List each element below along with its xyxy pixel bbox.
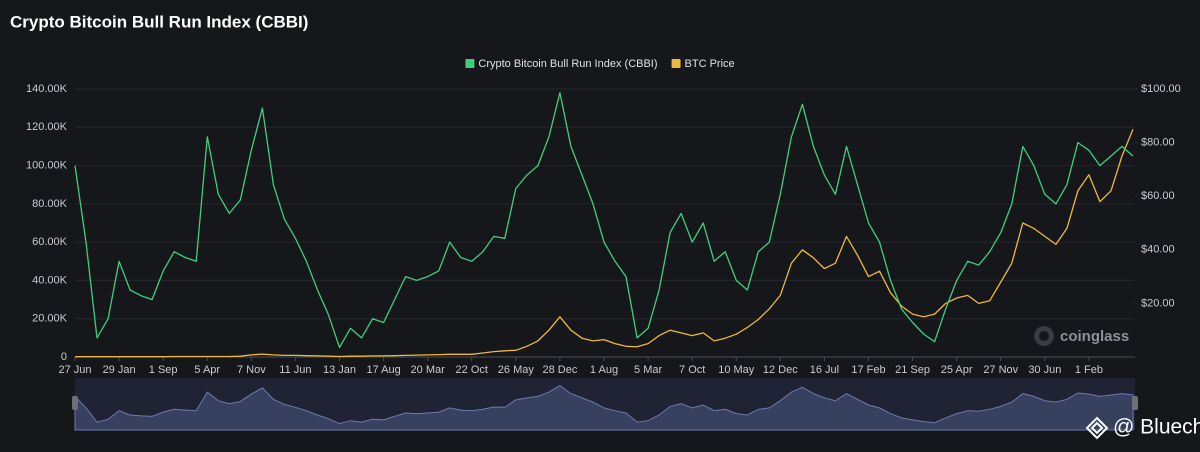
x-tick-label: 5 Mar [634, 364, 662, 376]
legend-swatch [465, 59, 475, 68]
y-tick-label: 120.00K [26, 121, 68, 133]
x-tick-label: 20 Mar [411, 364, 446, 376]
y-tick-label: 60.00K [32, 236, 68, 248]
x-tick-label: 13 Jan [323, 364, 356, 376]
x-tick-label: 1 Sep [149, 364, 178, 376]
y2-tick-label: $80.00 [1141, 137, 1175, 149]
y-tick-label: 40.00K [32, 274, 68, 286]
legend-item[interactable]: BTC Price [671, 58, 735, 70]
x-tick-label: 17 Aug [366, 364, 400, 376]
legend-swatch [671, 59, 681, 68]
y-tick-label: 100.00K [26, 159, 68, 171]
x-tick-label: 12 Dec [763, 364, 798, 376]
y-tick-label: 20.00K [32, 313, 68, 325]
navigator-handle[interactable] [72, 396, 78, 410]
y2-tick-label: $100.00 [1141, 83, 1181, 95]
x-tick-label: 1 Aug [590, 364, 618, 376]
y2-tick-label: $40.00 [1141, 244, 1175, 256]
x-tick-label: 29 Jan [103, 364, 136, 376]
y-tick-label: 0 [61, 351, 67, 363]
series-line [75, 128, 1134, 358]
x-tick-label: 25 Apr [941, 364, 973, 376]
x-tick-label: 7 Oct [679, 364, 705, 376]
x-tick-label: 27 Nov [983, 364, 1018, 376]
x-tick-label: 10 May [718, 364, 755, 376]
navigator-area [74, 385, 1134, 431]
legend-label: Crypto Bitcoin Bull Run Index (CBBI) [478, 58, 657, 70]
x-tick-label: 7 Nov [237, 364, 266, 376]
plot-area: 0 20.00K 40.00K 60.00K 80.00K 100.00K 120.00K 1… [26, 83, 1181, 376]
legend-label: BTC Price [685, 58, 735, 70]
x-tick-label: 17 Feb [851, 364, 885, 376]
y-tick-label: 140.00K [26, 83, 68, 95]
legend: Crypto Bitcoin Bull Run Index (CBBI) BTC … [465, 58, 735, 70]
y2-tick-label: $60.00 [1141, 190, 1175, 202]
y2-tick-label: $20.00 [1141, 297, 1175, 309]
watermark-logo [1034, 326, 1054, 346]
x-tick-label: 22 Oct [456, 364, 488, 376]
navigator-handle[interactable] [1132, 396, 1138, 410]
navigator-series [74, 385, 1134, 431]
x-tick-label: 1 Feb [1075, 364, 1103, 376]
series-line [74, 92, 1134, 349]
x-tick-label: 11 Jun [279, 364, 311, 376]
x-tick-label: 26 May [498, 364, 535, 376]
legend-item[interactable]: Crypto Bitcoin Bull Run Index (CBBI) [465, 58, 658, 70]
x-tick-label: 30 Jun [1028, 364, 1061, 376]
credit-logo [1085, 416, 1109, 440]
x-tick-label: 5 Apr [194, 364, 220, 376]
y-tick-label: 80.00K [32, 198, 68, 210]
x-tick-label: 16 Jul [810, 364, 839, 376]
chart-title: Crypto Bitcoin Bull Run Index (CBBI) [10, 12, 308, 31]
watermark: coinglass [1060, 328, 1129, 345]
credit: @ Bluechip [1113, 416, 1200, 439]
x-tick-label: 28 Dec [542, 364, 577, 376]
x-tick-label: 21 Sep [895, 364, 930, 376]
x-tick-label: 27 Jun [58, 364, 91, 376]
